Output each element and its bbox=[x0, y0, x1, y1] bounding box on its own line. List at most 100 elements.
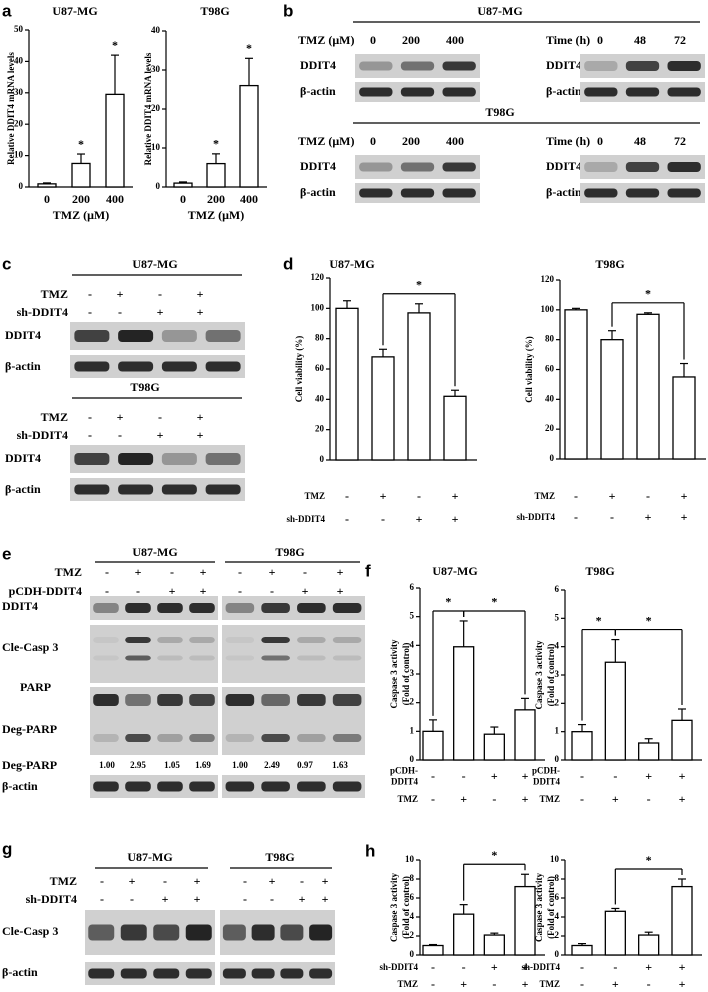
band bbox=[153, 924, 180, 941]
bracket-label: * bbox=[445, 595, 451, 609]
band bbox=[185, 968, 212, 979]
y-tick-label: 100 bbox=[541, 304, 555, 314]
band bbox=[261, 655, 290, 661]
y-tick-label: 10 bbox=[14, 150, 24, 160]
blot bbox=[222, 625, 365, 683]
band bbox=[157, 655, 183, 661]
condition-sign: + bbox=[460, 792, 467, 806]
band bbox=[667, 188, 701, 198]
band bbox=[667, 87, 701, 97]
row-label: TMZ bbox=[41, 287, 68, 301]
row-label: β-actin bbox=[5, 482, 41, 496]
band bbox=[309, 968, 333, 979]
band bbox=[442, 87, 476, 97]
row-label: DDIT4 bbox=[300, 58, 336, 72]
band bbox=[280, 968, 304, 979]
condition-sign: - bbox=[417, 489, 421, 503]
condition-sign: - bbox=[238, 584, 242, 598]
bar bbox=[571, 731, 593, 761]
row-label: Deg-PARP bbox=[2, 758, 57, 772]
band bbox=[120, 924, 147, 941]
band bbox=[189, 655, 215, 661]
significance-marker: * bbox=[112, 38, 118, 52]
condition-sign: - bbox=[580, 792, 584, 806]
condition-sign: - bbox=[610, 510, 614, 524]
y-axis-label: (Fold of control) bbox=[401, 876, 411, 939]
band bbox=[261, 637, 290, 643]
y-axis-label: (Fold of control) bbox=[401, 643, 411, 706]
bar bbox=[672, 376, 696, 460]
y-tick-label: 0 bbox=[320, 454, 325, 464]
y-tick-label: 0 bbox=[19, 181, 24, 191]
quant-value: 1.69 bbox=[195, 760, 211, 770]
y-tick-label: 10 bbox=[550, 854, 560, 864]
condition-sign: - bbox=[613, 960, 617, 974]
y-tick-label: 0 bbox=[410, 949, 415, 959]
band bbox=[225, 734, 255, 742]
dose-label: 0 bbox=[370, 134, 376, 148]
condition-sign: - bbox=[270, 584, 274, 598]
condition-label: pCDH- bbox=[390, 766, 418, 776]
band bbox=[189, 603, 215, 613]
band bbox=[189, 781, 215, 792]
band bbox=[332, 655, 362, 661]
band bbox=[125, 655, 151, 661]
condition-sign: - bbox=[647, 977, 651, 991]
chart-title: T98G bbox=[585, 564, 614, 578]
band bbox=[161, 330, 197, 342]
condition-sign: - bbox=[158, 410, 162, 424]
condition-sign: + bbox=[322, 874, 329, 888]
bar bbox=[173, 182, 193, 188]
band bbox=[442, 61, 476, 71]
condition-sign: + bbox=[162, 892, 169, 906]
row-label: β-actin bbox=[2, 965, 38, 979]
band bbox=[157, 734, 183, 742]
y-tick-label: 4 bbox=[410, 639, 415, 649]
row-label: DDIT4 bbox=[546, 159, 582, 173]
bracket-label: * bbox=[416, 278, 422, 292]
row-label: Time (h) bbox=[546, 134, 590, 148]
bracket-label: * bbox=[491, 848, 497, 862]
band bbox=[118, 453, 154, 465]
row-label: sh-DDIT4 bbox=[17, 305, 68, 319]
y-tick-label: 0 bbox=[555, 754, 560, 764]
band bbox=[400, 61, 435, 71]
bar bbox=[206, 162, 226, 188]
dose-label: 400 bbox=[446, 134, 464, 148]
band bbox=[667, 162, 701, 172]
y-tick-label: 6 bbox=[555, 584, 560, 594]
band bbox=[222, 968, 246, 979]
band bbox=[93, 603, 119, 613]
y-tick-label: 30 bbox=[151, 64, 161, 74]
condition-sign: + bbox=[679, 977, 686, 991]
condition-sign: + bbox=[522, 960, 529, 974]
y-tick-label: 0 bbox=[410, 754, 415, 764]
band bbox=[297, 734, 326, 742]
condition-sign: - bbox=[462, 960, 466, 974]
condition-sign: + bbox=[681, 489, 688, 503]
band bbox=[157, 637, 183, 643]
y-axis-label: Cell viability (%) bbox=[294, 336, 304, 403]
band bbox=[584, 87, 618, 97]
blot-title: U87-MG bbox=[132, 257, 177, 271]
row-label: pCDH-DDIT4 bbox=[9, 584, 82, 598]
row-label: sh-DDIT4 bbox=[17, 428, 68, 442]
condition-sign: + bbox=[135, 565, 142, 579]
condition-sign: - bbox=[105, 565, 109, 579]
band bbox=[225, 637, 255, 643]
band bbox=[93, 655, 119, 661]
y-tick-label: 6 bbox=[410, 582, 415, 592]
bar bbox=[239, 84, 259, 188]
band bbox=[667, 61, 701, 71]
y-axis-label: Relative DDIT4 mRNA levels bbox=[143, 52, 153, 165]
condition-sign: - bbox=[574, 510, 578, 524]
panel-letter: b bbox=[283, 1, 293, 20]
band bbox=[332, 637, 362, 643]
condition-sign: + bbox=[157, 305, 164, 319]
blot bbox=[222, 775, 365, 798]
y-axis-label: Relative DDIT4 mRNA levels bbox=[6, 52, 16, 165]
bar bbox=[71, 162, 91, 188]
y-tick-label: 0 bbox=[550, 453, 555, 463]
condition-sign: + bbox=[522, 792, 529, 806]
